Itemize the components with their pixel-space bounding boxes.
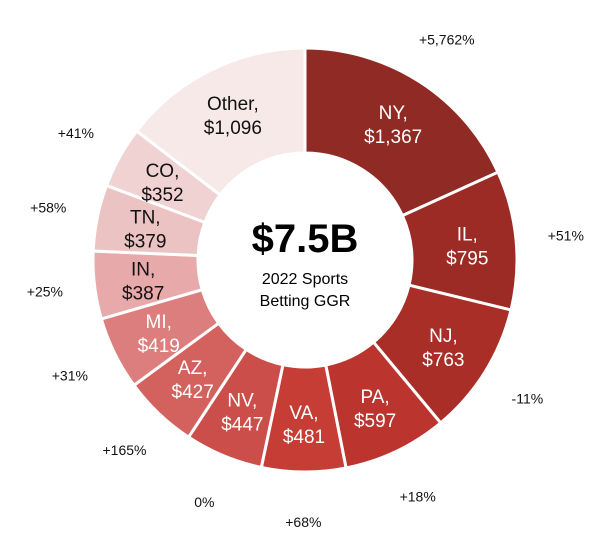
change-label-nj: -11% xyxy=(512,391,544,407)
segment-label-az: AZ, $427 xyxy=(172,358,214,403)
donut-segments xyxy=(91,46,519,474)
change-label-tn: +58% xyxy=(30,200,66,216)
center-total: $7.5B xyxy=(252,217,359,261)
segment-label-nv: NV, $447 xyxy=(221,390,263,435)
segment-label-co: CO, $352 xyxy=(141,161,183,206)
segment-label-il: IL, $795 xyxy=(446,225,488,270)
change-label-nv: 0% xyxy=(194,494,214,510)
segment-label-in: IN, $387 xyxy=(122,259,164,304)
segment-other xyxy=(134,46,307,198)
segment-label-va: VA, $481 xyxy=(283,403,325,448)
change-label-co: +41% xyxy=(58,125,94,141)
segment-labels: NY, $1,367 IL, $795 NJ, $763 PA, $597 VA, $481 NV,… xyxy=(122,94,488,448)
change-label-pa: +18% xyxy=(400,489,436,505)
change-label-va: +68% xyxy=(285,514,321,530)
segment-label-other: Other, $1,096 xyxy=(204,94,262,139)
segment-label-pa: PA, $597 xyxy=(354,387,396,432)
center-subtitle-line-1: 2022 Sports xyxy=(262,271,348,288)
change-label-az: +165% xyxy=(102,442,146,458)
segment-label-nj: NJ, $763 xyxy=(422,326,464,371)
segment-label-mi: MI, $419 xyxy=(138,312,180,357)
segment-label-tn: TN, $379 xyxy=(124,207,166,252)
change-label-ny: +5,762% xyxy=(419,32,475,48)
change-label-mi: +31% xyxy=(52,368,88,384)
change-labels: +5,762% +51% -11% +18% +68% 0% +165% +31% +25% +5… xyxy=(27,32,584,530)
segment-ny xyxy=(303,46,500,218)
change-label-in: +25% xyxy=(27,283,63,299)
change-label-il: +51% xyxy=(548,227,584,243)
segment-label-ny: NY, $1,367 xyxy=(364,103,422,148)
center-subtitle-line-2: Betting GGR xyxy=(260,293,351,310)
